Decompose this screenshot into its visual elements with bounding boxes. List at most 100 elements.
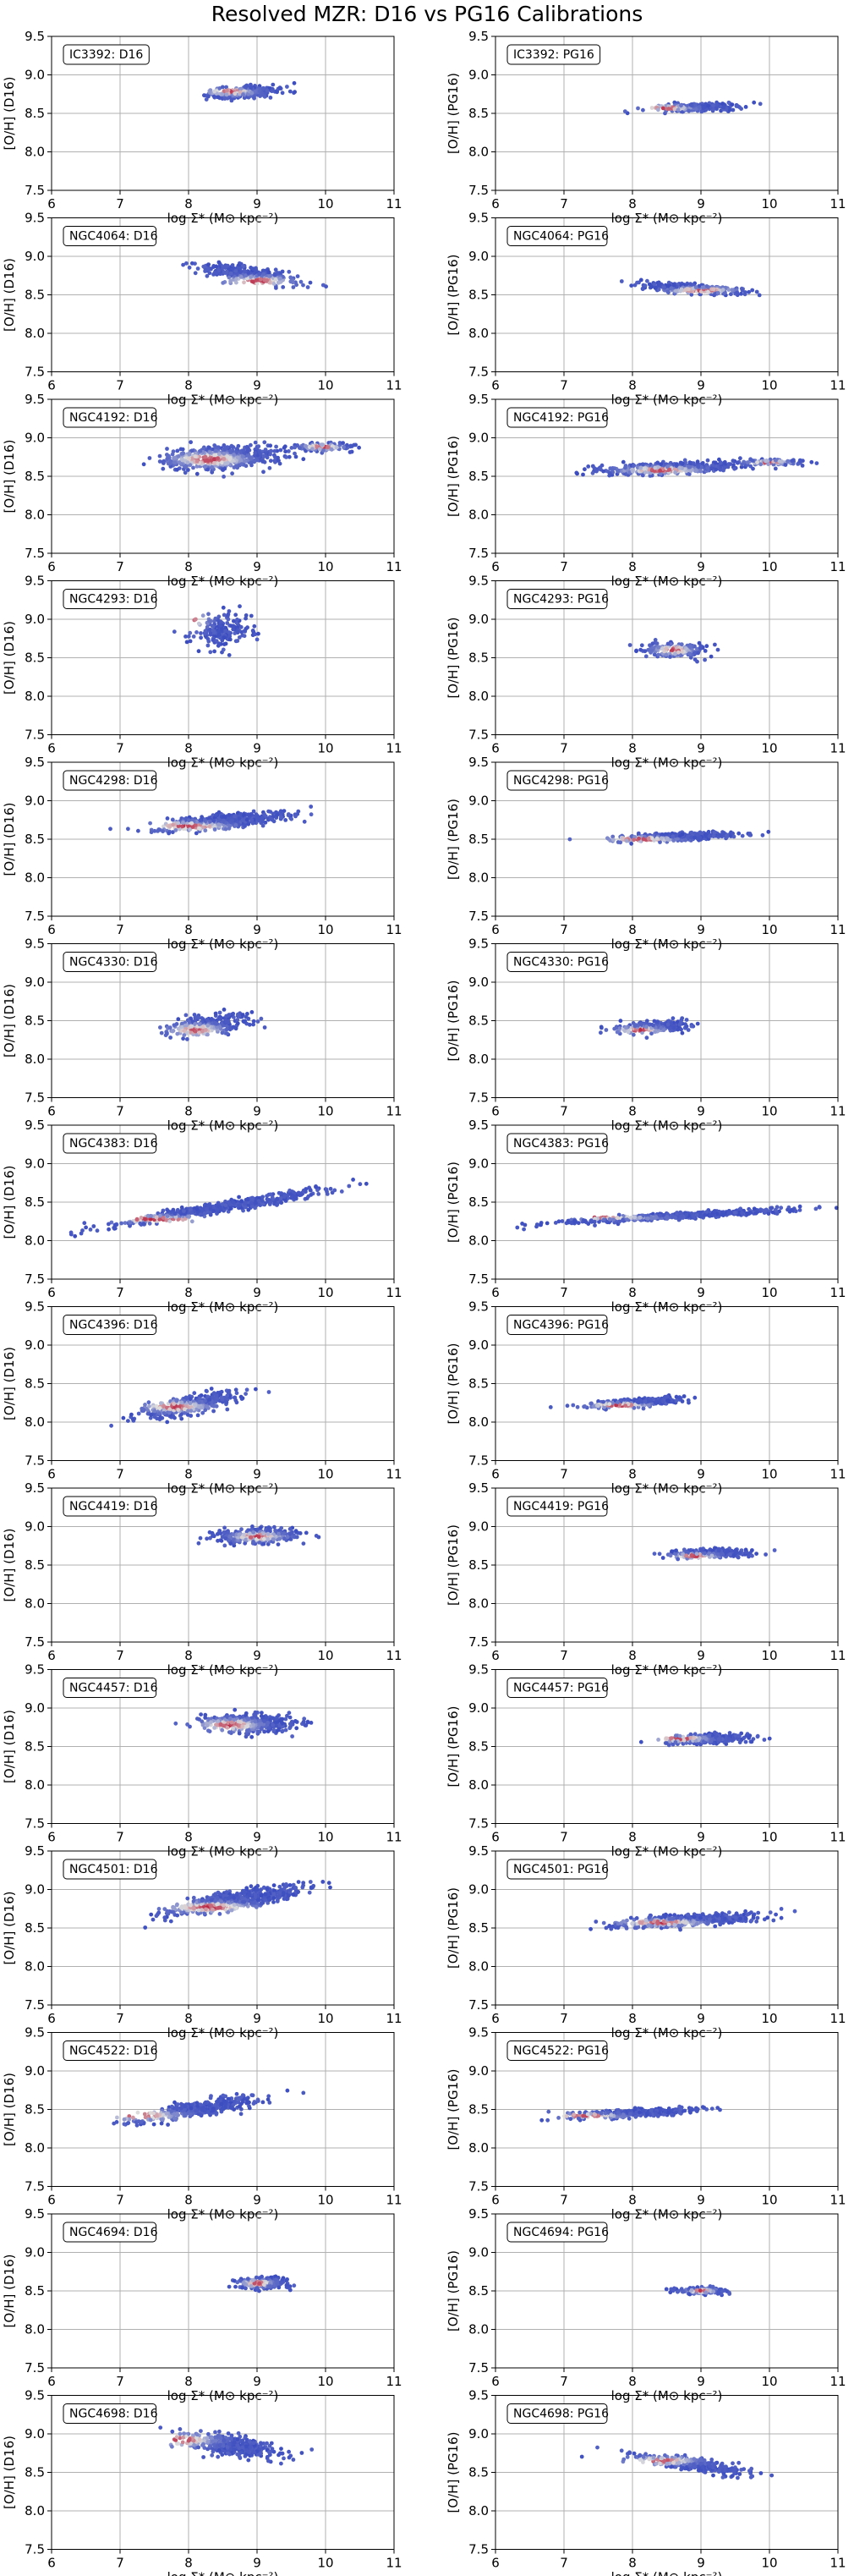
panel-label: NGC4330: D16 xyxy=(69,956,158,969)
data-point xyxy=(655,460,660,465)
data-point xyxy=(695,659,699,664)
data-point xyxy=(249,463,254,468)
data-point xyxy=(265,88,270,93)
data-point xyxy=(212,453,216,458)
data-point xyxy=(623,1025,628,1030)
data-point xyxy=(249,613,254,618)
data-point xyxy=(731,459,736,464)
data-point xyxy=(665,641,671,646)
y-tick-label: 7.5 xyxy=(468,546,489,561)
data-point xyxy=(216,822,221,827)
data-point xyxy=(188,639,193,644)
data-point xyxy=(247,453,251,459)
data-point xyxy=(644,1024,649,1030)
data-point xyxy=(757,293,762,298)
x-tick-label: 8 xyxy=(628,559,637,574)
data-point xyxy=(232,453,236,457)
data-point xyxy=(705,289,710,294)
data-point xyxy=(176,1026,181,1031)
data-point xyxy=(752,100,757,105)
data-point xyxy=(233,814,237,819)
data-point xyxy=(227,653,232,657)
data-point xyxy=(687,464,693,470)
data-point xyxy=(271,282,276,286)
x-tick-label: 9 xyxy=(697,378,705,393)
data-point xyxy=(643,654,649,659)
data-point xyxy=(271,82,276,87)
data-point xyxy=(347,1184,352,1189)
data-point xyxy=(246,812,251,817)
x-tick-label: 7 xyxy=(560,922,568,937)
data-point xyxy=(242,634,247,639)
y-tick-label: 8.0 xyxy=(25,871,45,886)
data-point xyxy=(213,1011,218,1016)
data-point xyxy=(106,1222,111,1227)
data-point xyxy=(136,828,140,833)
x-tick-label: 6 xyxy=(47,559,56,574)
y-axis-label: [O/H] (PG16) xyxy=(446,980,461,1061)
data-point xyxy=(278,280,283,284)
data-point xyxy=(243,824,247,828)
data-point xyxy=(202,817,207,822)
data-point xyxy=(214,271,219,276)
data-point xyxy=(680,1016,685,1020)
data-point xyxy=(196,649,201,654)
data-point xyxy=(206,94,211,99)
data-point xyxy=(108,827,112,832)
x-tick-label: 7 xyxy=(560,741,568,756)
data-point xyxy=(672,100,677,105)
data-point xyxy=(205,262,211,267)
x-tick-label: 6 xyxy=(491,196,500,211)
x-tick-label: 11 xyxy=(829,378,846,393)
x-tick-label: 11 xyxy=(386,741,402,756)
panel-label: NGC4064: PG16 xyxy=(513,230,609,244)
data-point xyxy=(253,89,257,94)
data-point xyxy=(181,821,185,825)
data-point xyxy=(187,265,192,270)
data-point xyxy=(281,285,286,289)
data-point xyxy=(172,455,178,460)
x-tick-label: 6 xyxy=(47,922,56,937)
data-point xyxy=(221,468,226,472)
data-point xyxy=(165,816,170,821)
data-point xyxy=(320,442,325,448)
data-point xyxy=(357,445,361,450)
data-point xyxy=(231,623,236,629)
x-tick-label: 10 xyxy=(317,922,333,937)
data-point xyxy=(758,102,763,107)
data-point xyxy=(252,96,256,101)
data-point xyxy=(711,834,716,838)
data-point xyxy=(301,457,306,462)
scatter-points xyxy=(68,1178,369,1239)
data-point xyxy=(615,1030,620,1035)
data-point xyxy=(205,1023,211,1028)
data-point xyxy=(629,283,634,288)
data-point xyxy=(797,459,802,464)
data-point xyxy=(277,461,282,466)
data-point xyxy=(275,271,280,275)
data-point xyxy=(738,456,742,461)
data-point xyxy=(310,447,315,451)
data-point xyxy=(119,1221,124,1226)
y-tick-label: 9.5 xyxy=(468,574,489,589)
data-point xyxy=(624,838,629,843)
data-point xyxy=(245,449,249,454)
data-point xyxy=(718,467,723,472)
data-point xyxy=(194,1015,199,1020)
data-point xyxy=(293,90,297,95)
data-point xyxy=(656,645,660,650)
data-point xyxy=(786,459,791,464)
y-tick-label: 8.0 xyxy=(468,1052,489,1067)
y-tick-label: 8.0 xyxy=(25,689,45,704)
data-point xyxy=(252,458,257,463)
data-point xyxy=(599,1030,603,1035)
data-point xyxy=(205,1032,210,1037)
scatter-points xyxy=(141,440,361,479)
data-point xyxy=(260,459,265,464)
data-point xyxy=(635,280,639,285)
data-point xyxy=(715,291,720,295)
y-tick-label: 8.0 xyxy=(25,326,45,341)
data-point xyxy=(206,612,211,617)
data-point xyxy=(671,834,676,839)
